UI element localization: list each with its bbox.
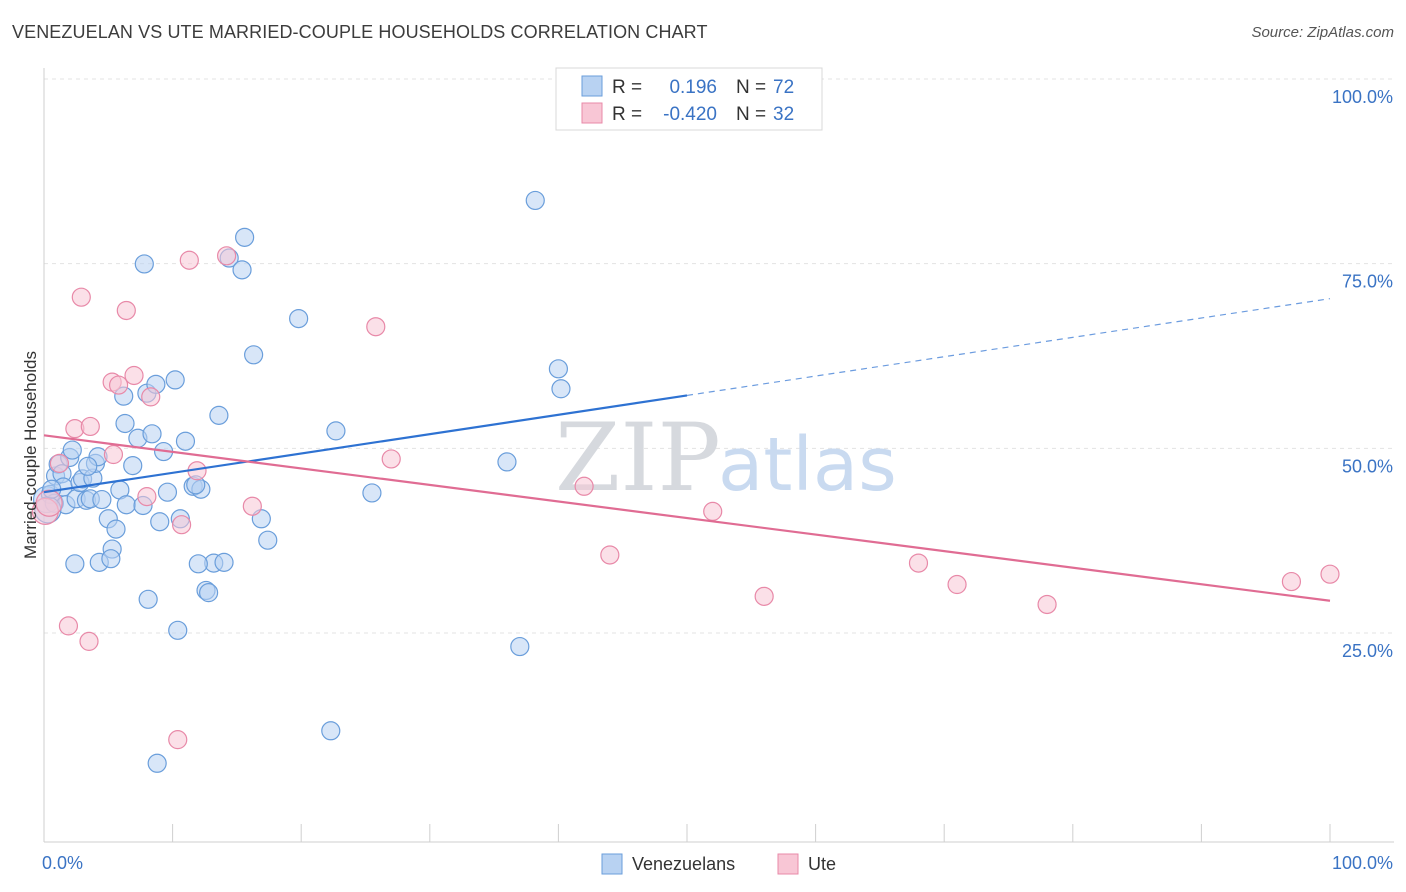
watermark-zip: ZIP [555,404,721,513]
legend-r-label-blue: R = [612,77,642,98]
ute-point [141,387,161,407]
ute-point [242,496,262,516]
y-axis-label: Married-couple Households [21,351,40,559]
venezuelans-point [165,370,185,390]
series-swatch-venezuelans [601,853,623,875]
ute-point [116,300,136,321]
venezuelans-point [289,309,309,329]
legend-n-label-pink: N = [736,104,766,125]
venezuelans-trend-line [43,394,688,494]
legend-n-value-blue: 72 [773,77,794,98]
tick-labels: 100.0% 75.0% 50.0% 25.0% 0.0% 100.0% [42,87,1393,873]
ute-point [217,246,237,266]
venezuelans-point [62,440,82,460]
venezuelans-point [209,405,229,425]
venezuelans-point [92,489,112,510]
legend-n-label-blue: N = [736,77,766,98]
ute-point [80,416,100,437]
watermark: ZIP atlas [555,404,897,513]
series-label-ute: Ute [808,854,836,874]
ute-point [600,545,620,565]
venezuelans-point [551,379,571,399]
venezuelans-point [362,483,382,503]
y-tick-label: 75.0% [1342,272,1393,292]
venezuelans-point [326,421,346,441]
venezuelans-point [235,227,255,247]
ute-point [124,365,144,386]
ute-point [35,489,63,517]
venezuelans-point [147,753,167,773]
y-tick-label: 50.0% [1342,456,1393,476]
venezuelans-point [134,254,154,274]
y-tick-label: 100.0% [1332,87,1393,107]
venezuelans-point [258,530,278,550]
chart-title: VENEZUELAN VS UTE MARRIED-COUPLE HOUSEHO… [12,22,708,42]
ute-point [172,515,192,535]
series-label-venezuelans: Venezuelans [632,854,735,874]
watermark-atlas: atlas [718,422,897,508]
axes [43,68,1394,843]
x-tick-label-max: 100.0% [1332,853,1393,873]
venezuelans-point [150,512,170,532]
venezuelans-point [168,620,188,640]
ute-point [137,487,157,507]
ute-point [79,631,99,651]
legend-r-value-blue: 0.196 [669,77,717,98]
ute-point [58,616,79,636]
venezuelans-point [157,482,178,502]
venezuelans-point [65,554,85,574]
venezuelans-point [510,636,530,657]
venezuelans-point [138,589,158,609]
ute-point [574,476,594,496]
venezuelans-point [175,431,196,451]
ute-point [754,586,774,606]
venezuelans-point [123,455,143,476]
venezuelans-point [321,721,341,741]
venezuelans-trend-extension [686,298,1331,397]
venezuelans-point [188,554,208,574]
ute-points [31,246,1340,750]
venezuelans-point [115,413,135,434]
venezuelans-point [497,452,517,472]
legend-swatch-pink [581,102,603,124]
ute-point [179,250,199,270]
ute-point [381,449,401,469]
venezuelans-point [232,260,252,280]
legend-r-label-pink: R = [612,104,642,125]
venezuelans-point [116,495,136,515]
y-tick-label: 25.0% [1342,641,1393,661]
series-legend: Venezuelans Ute [601,853,836,875]
ute-point [108,375,129,395]
ute-point [1281,571,1302,592]
ute-point [908,553,929,573]
x-tick-label-min: 0.0% [42,853,83,873]
ute-point [366,317,386,337]
ute-point [168,730,188,750]
correlation-legend: R = 0.196 N = 72 R = -0.420 N = 32 [555,67,823,131]
venezuelans-point [244,345,264,365]
venezuelans-point [106,519,126,539]
ute-point [49,453,70,473]
ute-point [1037,594,1057,615]
venezuelans-point [101,549,121,569]
venezuelans-point [199,583,219,603]
legend-swatch-blue [581,75,603,97]
legend-n-value-pink: 32 [773,104,794,125]
venezuelans-point [525,190,545,211]
ute-point [703,501,723,521]
ute-point [947,574,967,595]
legend-r-value-pink: -0.420 [663,104,717,125]
venezuelans-point [214,552,234,572]
ute-point [71,287,91,307]
ute-trend-line [43,434,1331,602]
series-swatch-ute [777,853,799,875]
chart-source: Source: ZipAtlas.com [1251,24,1394,41]
venezuelans-point [142,424,162,444]
trend-lines [43,298,1331,602]
ute-point [1320,564,1340,584]
ute-point [103,444,124,465]
venezuelans-point [78,456,98,476]
venezuelans-point [548,359,569,379]
